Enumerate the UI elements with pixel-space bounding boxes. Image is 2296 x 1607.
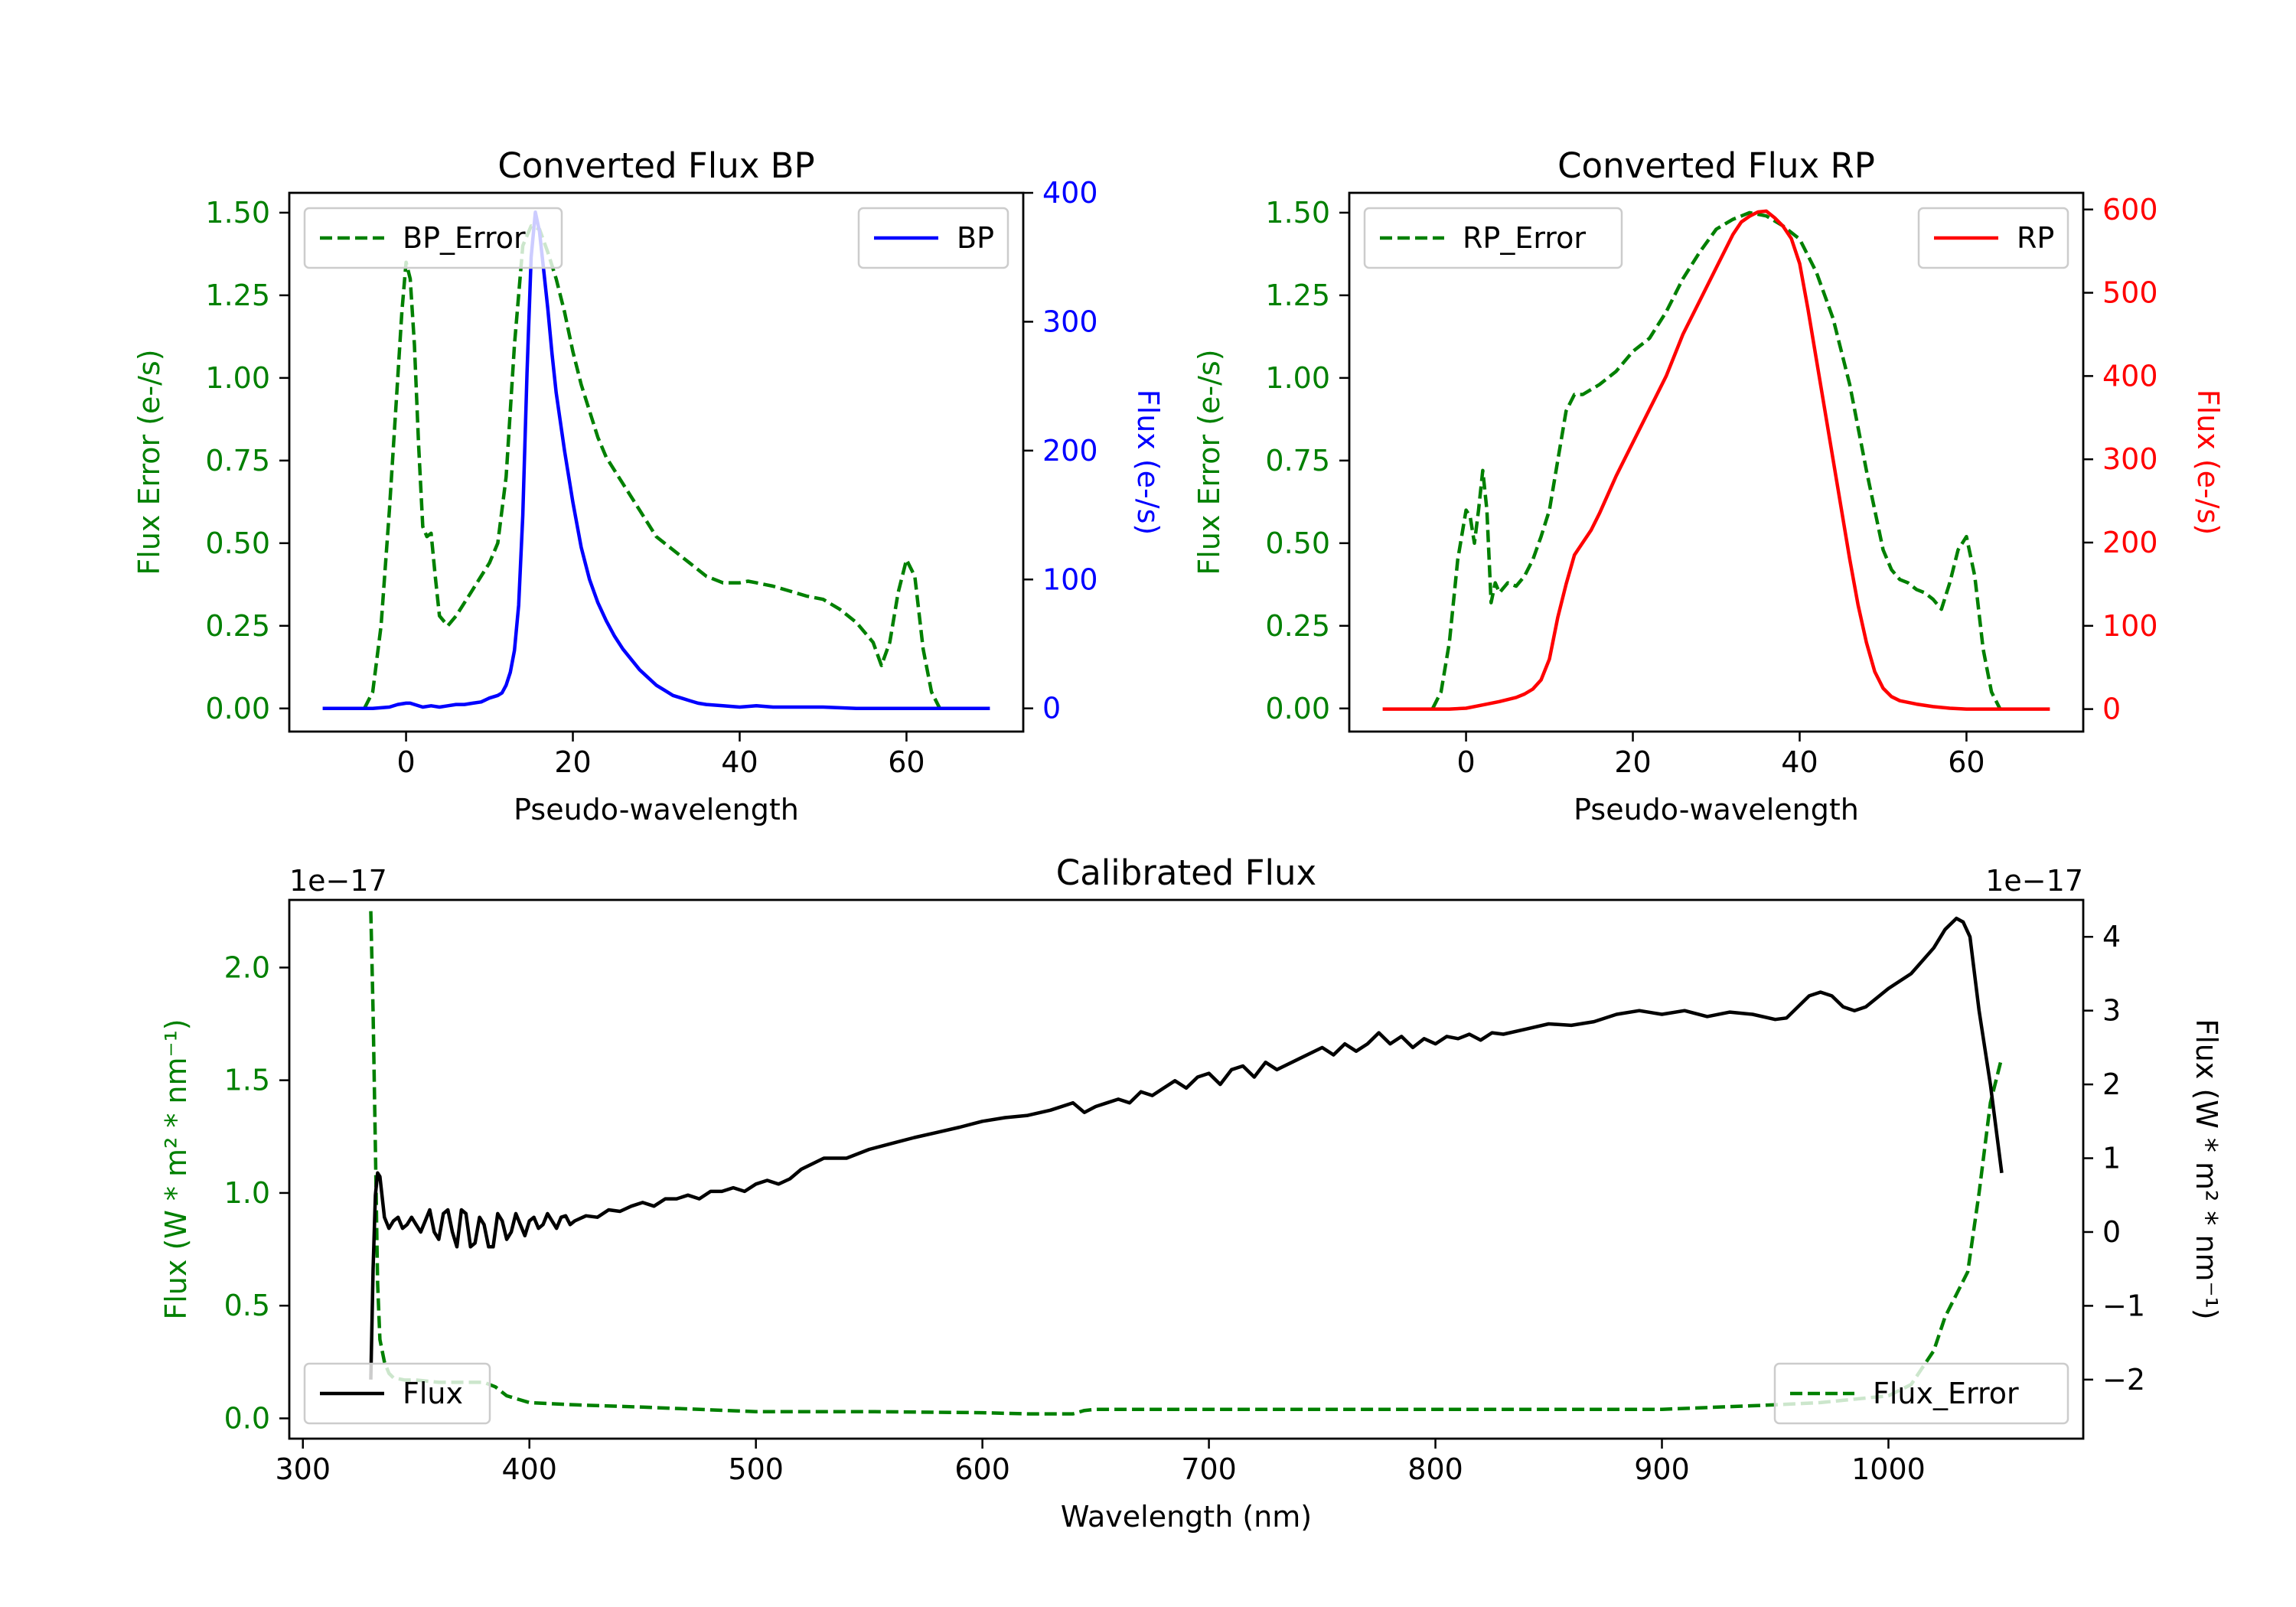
cal-title: Calibrated Flux bbox=[1056, 852, 1316, 893]
rp-ylabel-left: Flux Error (e-/s) bbox=[1192, 349, 1226, 575]
rp-xtick-label: 0 bbox=[1456, 745, 1475, 779]
rp-series-rp bbox=[1382, 209, 2050, 711]
bp-ylabel-left: Flux Error (e-/s) bbox=[132, 349, 166, 575]
bp-xtick-label: 60 bbox=[888, 745, 925, 779]
bp-ytick-left-label: 1.25 bbox=[205, 279, 270, 312]
rp-xtick-label: 40 bbox=[1781, 745, 1818, 779]
legend-label: Flux_Error bbox=[1873, 1377, 2019, 1410]
cal-ylabel-left: Flux (W * m² * nm⁻¹) bbox=[159, 1019, 193, 1319]
rp-ytick-left-label: 0.50 bbox=[1265, 526, 1330, 560]
cal-xlabel: Wavelength (nm) bbox=[1061, 1500, 1312, 1534]
cal-ytick-right-label: −1 bbox=[2102, 1289, 2145, 1322]
rp-xtick-label: 60 bbox=[1948, 745, 1985, 779]
rp-chart: 0 20 40 60 0.00 0.25 0.50 0.75 1.00 1.25 1.50 0 100 2… bbox=[1192, 145, 2225, 826]
rp-ytick-left-label: 0.00 bbox=[1265, 692, 1330, 725]
bp-ytick-left-label: 0.25 bbox=[205, 609, 270, 643]
rp-ytick-right-label: 0 bbox=[2102, 693, 2121, 726]
rp-axes-frame bbox=[1348, 191, 2085, 733]
cal-ytick-right-label: 3 bbox=[2102, 994, 2121, 1028]
cal-ylabel-right: Flux (W * m² * nm⁻¹) bbox=[2190, 1019, 2223, 1319]
bp-ytick-right-label: 200 bbox=[1042, 434, 1098, 468]
rp-ytick-left-label: 1.00 bbox=[1265, 361, 1330, 395]
cal-axes-frame bbox=[288, 898, 2085, 1440]
cal-xtick-label: 500 bbox=[728, 1452, 784, 1486]
cal-ytick-right-label: 2 bbox=[2102, 1068, 2121, 1101]
cal-ytick-left-label: 0.0 bbox=[224, 1401, 270, 1435]
rp-ytick-right-label: 400 bbox=[2102, 359, 2158, 393]
cal-xtick-label: 400 bbox=[501, 1452, 557, 1486]
rp-ytick-right-label: 600 bbox=[2102, 193, 2158, 227]
bp-title: Converted Flux BP bbox=[497, 145, 814, 186]
bp-series-bp bbox=[322, 210, 990, 710]
cal-ytick-left-label: 2.0 bbox=[224, 950, 270, 984]
cal-xtick-label: 700 bbox=[1181, 1452, 1237, 1486]
bp-ytick-left-label: 0.75 bbox=[205, 444, 270, 478]
bp-axes-frame bbox=[288, 191, 1025, 733]
bp-xtick-label: 20 bbox=[554, 745, 591, 779]
legend-box bbox=[303, 1362, 491, 1425]
legend-box bbox=[303, 207, 563, 269]
rp-legend-rp-error: RP_Error bbox=[1363, 207, 1623, 269]
cal-xtick-label: 1000 bbox=[1851, 1452, 1926, 1486]
bp-series-bp-error bbox=[363, 223, 942, 709]
bp-xlabel: Pseudo-wavelength bbox=[514, 793, 799, 826]
cal-xtick-label: 900 bbox=[1634, 1452, 1690, 1486]
bp-chart: 0 20 40 60 0.00 0.25 0.50 0.75 1.00 1.25 1.50 0 100 2… bbox=[132, 145, 1165, 826]
bp-ytick-left-label: 0.50 bbox=[205, 526, 270, 560]
legend-label: BP_Error bbox=[403, 221, 526, 255]
rp-ytick-left-label: 0.25 bbox=[1265, 609, 1330, 643]
bp-legend-bp: BP bbox=[857, 207, 1009, 269]
cal-xtick-label: 800 bbox=[1407, 1452, 1463, 1486]
legend-box bbox=[1363, 207, 1623, 269]
cal-series-flux-error bbox=[369, 911, 2004, 1416]
bp-ytick-left-label: 1.50 bbox=[205, 196, 270, 230]
cal-ytick-right-label: 4 bbox=[2102, 920, 2121, 953]
cal-offset-right: 1e−17 bbox=[1985, 864, 2083, 898]
bp-xtick-label: 40 bbox=[721, 745, 758, 779]
rp-xtick-label: 20 bbox=[1614, 745, 1651, 779]
cal-ytick-left-label: 1.0 bbox=[224, 1176, 270, 1210]
bp-xtick-label: 0 bbox=[396, 745, 415, 779]
cal-chart: 300 400 500 600 700 800 900 1000 0.0 0.5 1.0 1.5 2.0… bbox=[159, 852, 2223, 1534]
cal-xtick-label: 300 bbox=[275, 1452, 331, 1486]
rp-ytick-left-label: 0.75 bbox=[1265, 444, 1330, 478]
legend-label: Flux bbox=[403, 1377, 463, 1410]
rp-ytick-right-label: 300 bbox=[2102, 442, 2158, 476]
cal-offset-left: 1e−17 bbox=[289, 864, 387, 898]
bp-legend-bp-error: BP_Error bbox=[303, 207, 563, 269]
bp-ytick-right-label: 300 bbox=[1042, 305, 1098, 338]
cal-legend-flux: Flux bbox=[303, 1362, 491, 1425]
rp-ytick-left-label: 1.50 bbox=[1265, 196, 1330, 230]
legend-box bbox=[1773, 1362, 2069, 1425]
rp-series-rp-error bbox=[1430, 210, 2002, 709]
bp-ytick-right-label: 400 bbox=[1042, 176, 1098, 210]
cal-ytick-left-label: 0.5 bbox=[224, 1289, 270, 1322]
rp-legend-rp: RP bbox=[1917, 207, 2069, 269]
rp-ytick-right-label: 100 bbox=[2102, 609, 2158, 643]
rp-ytick-right-label: 500 bbox=[2102, 276, 2158, 310]
cal-ytick-right-label: 1 bbox=[2102, 1142, 2121, 1175]
cal-ytick-left-label: 1.5 bbox=[224, 1064, 270, 1097]
cal-ytick-right-label: −2 bbox=[2102, 1363, 2145, 1397]
rp-ytick-left-label: 1.25 bbox=[1265, 279, 1330, 312]
cal-ytick-right-label: 0 bbox=[2102, 1215, 2121, 1249]
bp-ytick-right-label: 0 bbox=[1042, 692, 1061, 725]
cal-xtick-label: 600 bbox=[954, 1452, 1010, 1486]
rp-ytick-right-label: 200 bbox=[2102, 526, 2158, 559]
cal-series-flux bbox=[369, 916, 2004, 1380]
rp-xlabel: Pseudo-wavelength bbox=[1574, 793, 1859, 826]
rp-title: Converted Flux RP bbox=[1557, 145, 1875, 186]
cal-legend-flux-error: Flux_Error bbox=[1773, 1362, 2069, 1425]
bp-ytick-left-label: 1.00 bbox=[205, 361, 270, 395]
legend-label: BP bbox=[957, 221, 994, 255]
bp-ytick-right-label: 100 bbox=[1042, 562, 1098, 596]
bp-ytick-left-label: 0.00 bbox=[205, 692, 270, 725]
rp-ylabel-right: Flux (e-/s) bbox=[2191, 390, 2225, 535]
legend-label: RP bbox=[2017, 221, 2054, 255]
legend-label: RP_Error bbox=[1463, 221, 1586, 255]
bp-ylabel-right: Flux (e-/s) bbox=[1131, 390, 1165, 535]
